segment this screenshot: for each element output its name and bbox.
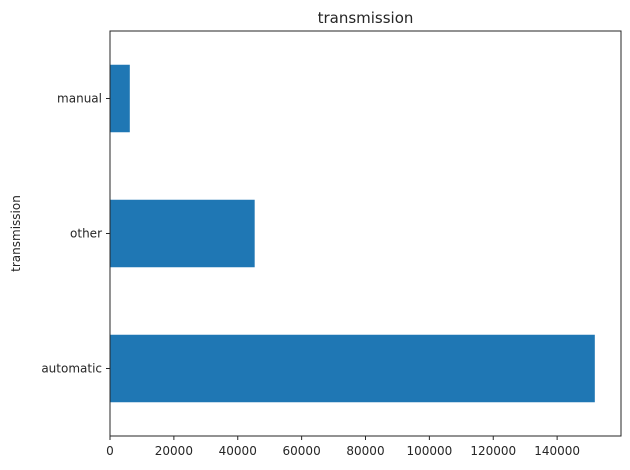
x-tick-label: 20000: [155, 444, 193, 458]
chart-title: transmission: [318, 9, 414, 27]
y-axis-label: transmission: [9, 195, 23, 272]
y-tick-label-other: other: [70, 227, 102, 241]
bar-manual: [110, 64, 130, 133]
x-tick-label: 60000: [283, 444, 321, 458]
x-axis-ticks: 0 20000 40000 60000 80000 100000 120000 140000: [106, 436, 580, 458]
bar-other: [110, 199, 255, 268]
x-tick-label: 0: [106, 444, 114, 458]
y-axis-ticks: automatic other manual: [41, 92, 110, 376]
y-tick-label-manual: manual: [57, 92, 102, 106]
x-tick-label: 80000: [346, 444, 384, 458]
y-tick-label-automatic: automatic: [41, 362, 102, 376]
x-tick-label: 40000: [219, 444, 257, 458]
x-tick-label: 140000: [534, 444, 580, 458]
x-tick-label: 100000: [406, 444, 452, 458]
bars-group: [110, 64, 595, 403]
bar-automatic: [110, 334, 595, 403]
plot-frame: [109, 30, 622, 437]
x-tick-label: 120000: [470, 444, 516, 458]
